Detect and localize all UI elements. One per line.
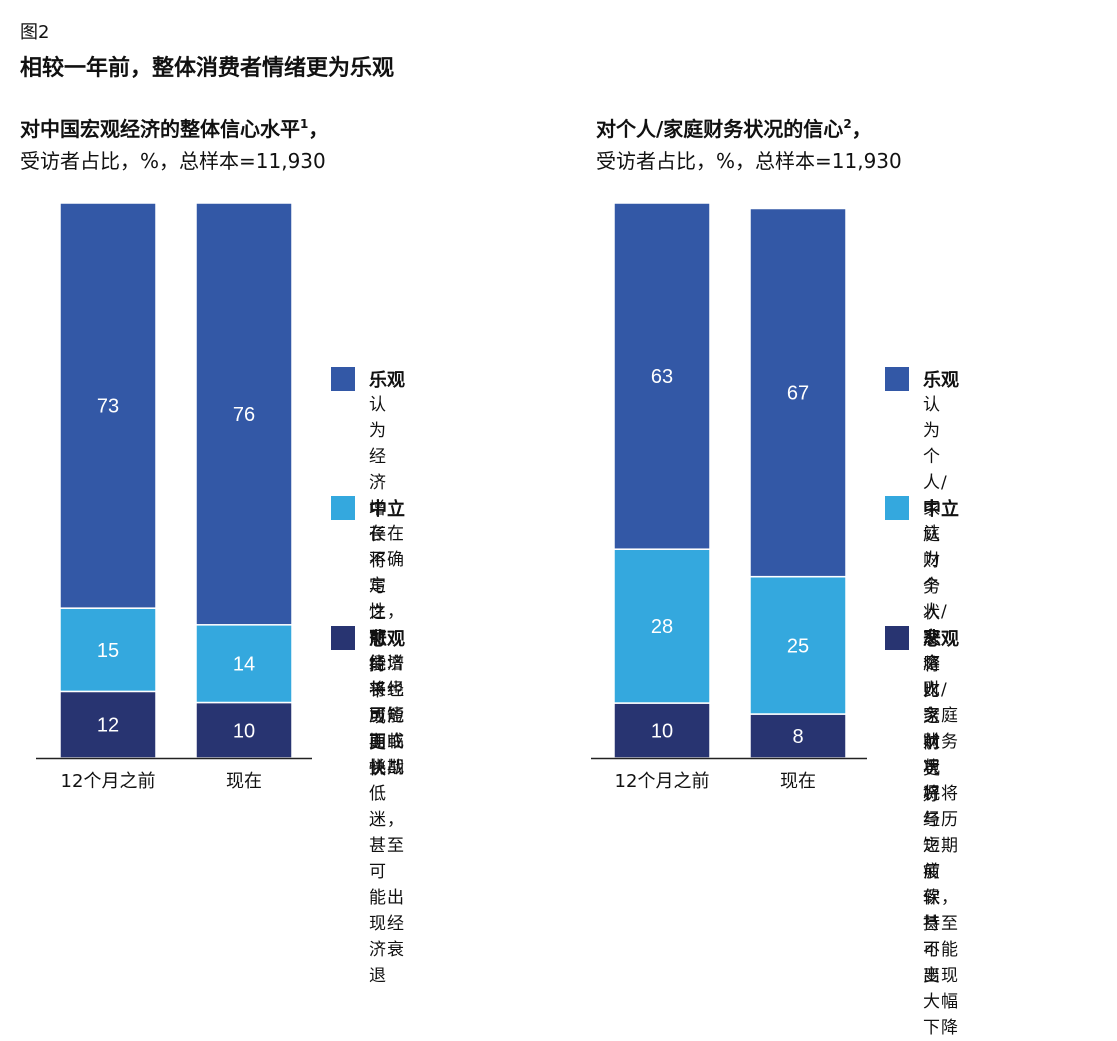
data-label: 28: [651, 616, 673, 638]
chart-1-heading: 对中国宏观经济的整体信心水平1， 受访者占比，%，总样本=11,930: [20, 108, 328, 177]
bar-segment-悲观: [749, 713, 847, 759]
legend-swatch: [885, 496, 909, 520]
chart-1-title-line: 对中国宏观经济的整体信心水平1，: [20, 108, 328, 145]
data-label: 8: [792, 726, 803, 748]
legend-description: 存在不确定性，可 能增长也可能面临 挑战: [369, 524, 405, 778]
bar-segment-中立: [749, 575, 847, 715]
data-label: 14: [233, 654, 255, 676]
data-label: 10: [233, 720, 255, 742]
legend-swatch: [885, 367, 909, 391]
data-label: 15: [97, 640, 119, 662]
legend-label: 悲观: [923, 629, 959, 650]
legend-swatch: [331, 367, 355, 391]
x-tick-label: 现在: [780, 771, 816, 792]
legend-description: 经济将经历短期或 长期低迷，甚至可 能出现经济衰退: [369, 654, 405, 986]
bar-segment-中立: [195, 624, 293, 704]
data-label: 63: [651, 366, 673, 388]
chart-1-footnote: 1: [300, 117, 309, 131]
data-label: 76: [233, 404, 255, 426]
chart-2-footnote: 2: [843, 117, 852, 131]
data-label: 67: [787, 383, 809, 405]
legend-label: 乐观: [369, 370, 405, 391]
chart-2: 10 28 63 12个月之前 8 25 67 现在: [591, 202, 867, 792]
chart-2-title-line: 对个人/家庭财务状况的信心2，: [596, 108, 902, 145]
chart-1: 12 15 73 12个月之前 10 14 76 现在: [36, 202, 312, 792]
chart-1-subtitle: 受访者占比，%，总样本=11,930: [20, 149, 326, 173]
x-tick-label: 现在: [226, 771, 262, 792]
x-tick-label: 12个月之前: [615, 771, 710, 792]
data-label: 73: [97, 396, 119, 418]
figure-title: 相较一年前，整体消费者情绪更为乐观: [20, 56, 395, 81]
legend-label: 乐观: [923, 370, 959, 391]
data-label: 12: [97, 715, 119, 737]
data-label: 10: [651, 721, 673, 743]
legend-label: 悲观: [369, 629, 405, 650]
x-tick-label: 12个月之前: [61, 771, 156, 792]
bar-segment-乐观: [195, 202, 293, 626]
bar-segment-乐观: [749, 207, 847, 578]
legend-swatch: [331, 626, 355, 650]
chart-2-subtitle: 受访者占比，%，总样本=11,930: [596, 149, 902, 173]
chart-1-title: 对中国宏观经济的整体信心水平: [20, 117, 300, 141]
bar-segment-乐观: [59, 202, 157, 609]
bar-segment-中立: [613, 548, 711, 704]
legend-description: 认为个人/家庭财 务状况将比之前 更好: [923, 395, 948, 805]
legend-description: 个人/家庭财务状 况将经历短期疲软， 甚至可能出现大幅 下降: [923, 654, 959, 1038]
stacked-bar-charts: 12 15 73 12个月之前 10 14 76 现在 10 28 63 12个月之前 8 25 67 现在: [36, 202, 867, 792]
bar-segment-乐观: [613, 202, 711, 550]
chart-2-title: 对个人/家庭财务状况的信心: [596, 117, 844, 141]
legend-label: 中立: [369, 499, 405, 520]
legend-swatch: [885, 626, 909, 650]
legend-label: 中立: [923, 499, 959, 520]
chart-2-heading: 对个人/家庭财务状况的信心2， 受访者占比，%，总样本=11,930: [596, 108, 902, 177]
data-label: 25: [787, 635, 809, 657]
legend-swatch: [331, 496, 355, 520]
figure-label: 图2: [20, 22, 50, 43]
chart-2-title-suffix: ，: [851, 117, 872, 141]
legend-description: 认为经济增长将与 之前持平或更快: [369, 395, 387, 779]
chart-1-title-suffix: ，: [308, 117, 329, 141]
